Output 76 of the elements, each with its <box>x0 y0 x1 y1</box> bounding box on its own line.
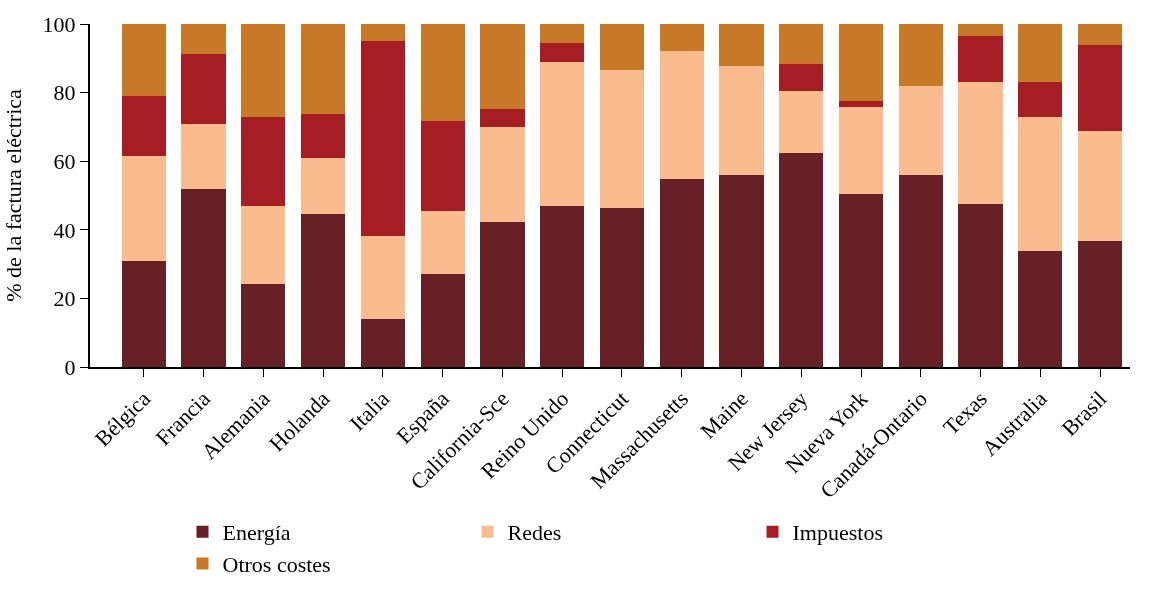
bar <box>958 24 1003 37</box>
legend-label: Energía <box>222 520 291 546</box>
bar <box>480 221 525 367</box>
bar <box>360 318 405 367</box>
bar <box>958 81 1003 205</box>
bar <box>181 123 226 189</box>
bar <box>420 24 465 122</box>
bar <box>1018 24 1063 82</box>
bar <box>719 66 764 176</box>
bar <box>480 109 525 127</box>
y-tick-label: 20 <box>53 286 76 312</box>
bar <box>659 179 704 367</box>
y-tick-label: 80 <box>53 80 76 106</box>
bar <box>540 42 585 63</box>
bar <box>958 36 1003 82</box>
bar <box>241 117 286 206</box>
bar <box>300 214 346 367</box>
bar <box>480 24 525 110</box>
bar <box>1078 24 1123 45</box>
bar <box>838 100 884 108</box>
y-axis-title: % de la factura eléctrica <box>0 89 26 302</box>
bar <box>540 205 585 367</box>
bar <box>121 261 166 367</box>
bar <box>838 107 884 194</box>
bar <box>838 24 884 101</box>
bar <box>779 90 824 153</box>
bar <box>360 41 405 236</box>
bar <box>1078 44 1123 132</box>
legend-label: Redes <box>507 520 562 546</box>
bar <box>1078 131 1123 242</box>
bar <box>719 24 764 67</box>
bar <box>540 24 585 43</box>
bar <box>779 24 824 65</box>
bar <box>779 64 824 91</box>
bar <box>121 156 166 262</box>
y-tick-label: 0 <box>64 354 76 380</box>
bar <box>719 175 764 367</box>
bar <box>779 152 824 367</box>
bar <box>599 69 645 208</box>
bar <box>599 207 645 367</box>
x-tick-label: Italia <box>344 385 395 436</box>
bar <box>540 62 585 206</box>
bar <box>480 126 525 222</box>
bar <box>659 24 704 52</box>
bar <box>360 235 405 319</box>
bar <box>181 54 226 124</box>
bar <box>1078 241 1123 367</box>
bar <box>121 24 166 97</box>
bar <box>958 204 1003 367</box>
bar <box>898 175 943 367</box>
bar <box>420 121 465 211</box>
bar <box>300 24 346 114</box>
bar <box>181 188 226 367</box>
legend-label: Otros costes <box>222 552 331 578</box>
bar <box>241 24 286 118</box>
legend-label: Impuestos <box>792 520 883 546</box>
y-tick-label: 40 <box>53 217 76 243</box>
bar <box>181 24 226 55</box>
y-tick-label: 100 <box>42 11 76 37</box>
bar <box>1018 81 1063 117</box>
bar <box>241 205 286 284</box>
bar <box>420 210 465 275</box>
bar <box>241 283 286 367</box>
bar <box>599 24 645 70</box>
bar <box>420 274 465 367</box>
bar <box>300 113 346 159</box>
bar <box>300 158 346 215</box>
bar <box>838 193 884 367</box>
bar <box>1018 116 1063 252</box>
y-tick-label: 60 <box>53 148 76 174</box>
bar <box>360 24 405 42</box>
bar <box>898 85 943 176</box>
bar <box>898 24 943 86</box>
bar <box>121 96 166 157</box>
bar <box>659 51 704 180</box>
bar <box>1018 251 1063 367</box>
